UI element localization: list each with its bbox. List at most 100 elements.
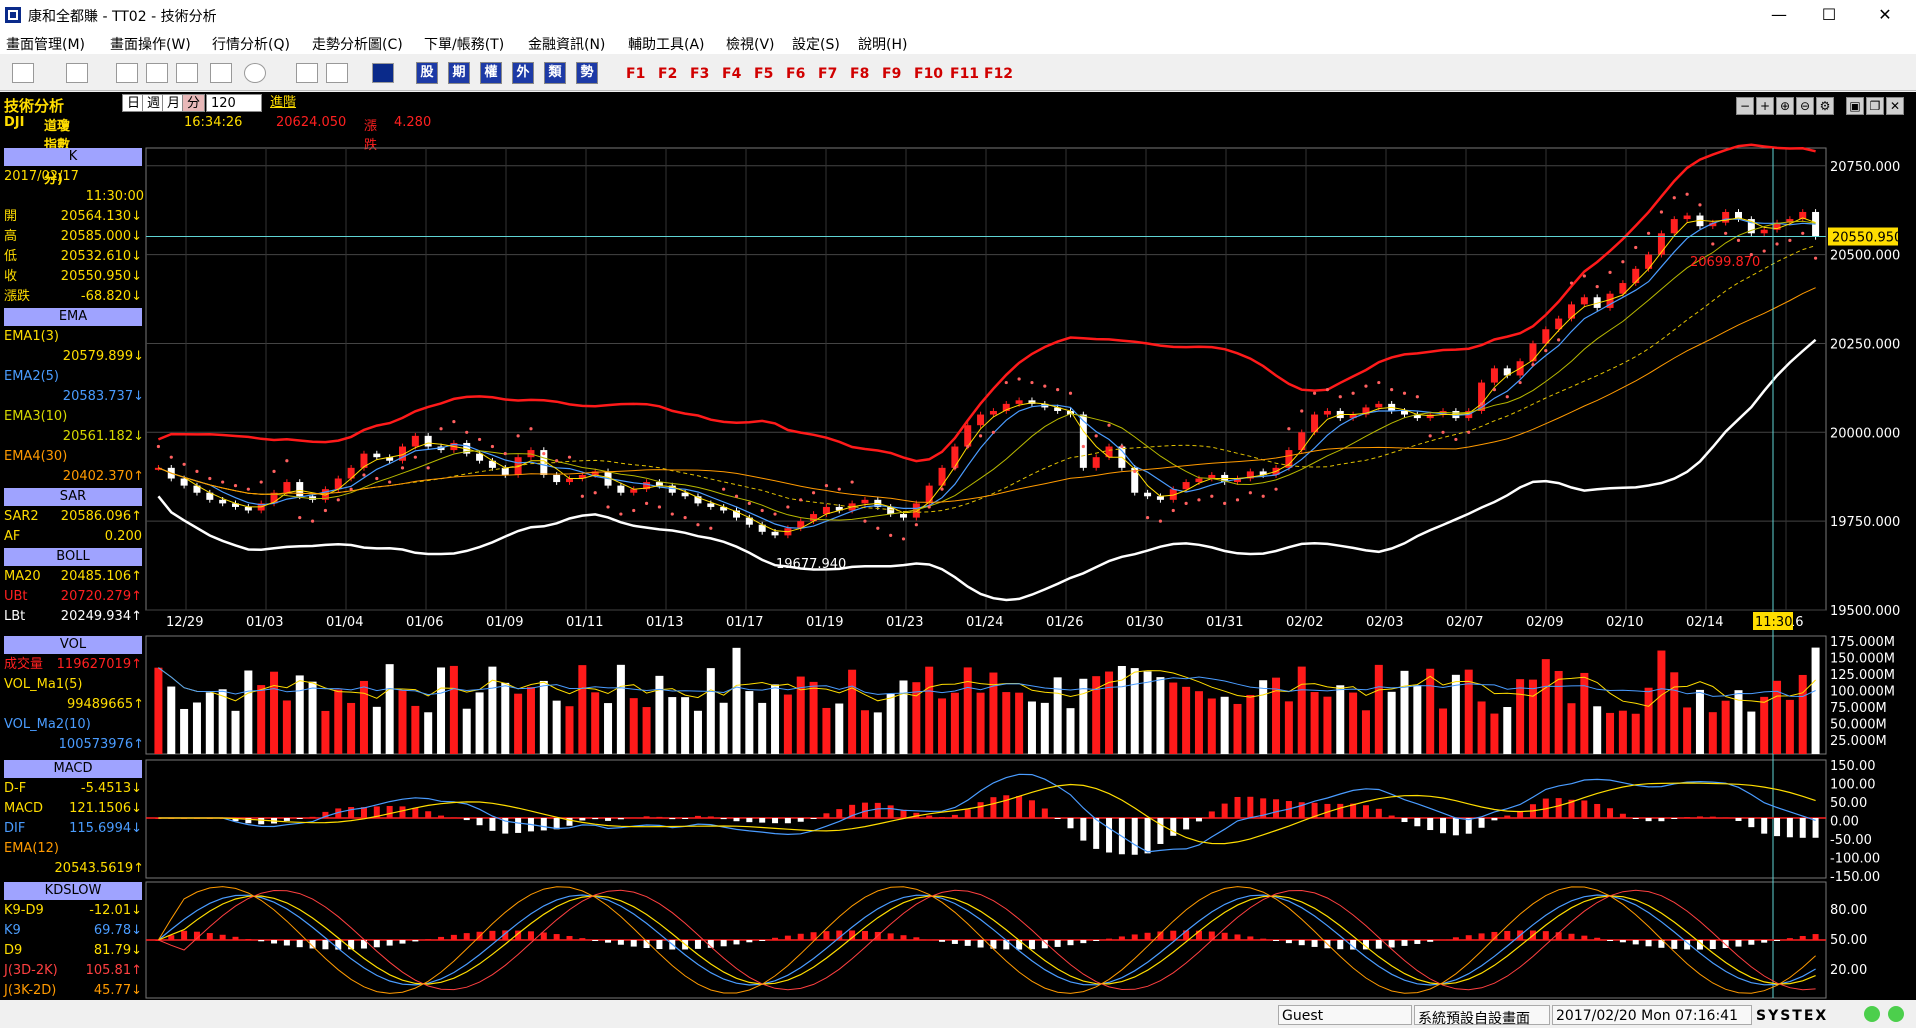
split-vertical-icon[interactable]: [210, 63, 232, 83]
macd-histogram-bar: [720, 818, 727, 820]
lbt-label: LBt: [4, 609, 26, 624]
save-chart-icon[interactable]: ▣: [1846, 97, 1864, 115]
candle-body: [1208, 474, 1216, 479]
technical-chart[interactable]: 20750.000 20500.000 20250.000 20000.000 1975…: [0, 92, 1916, 1000]
close-button[interactable]: ✕: [1878, 5, 1892, 24]
macd-histogram-bar: [1067, 818, 1074, 829]
logo-icon[interactable]: [372, 63, 394, 83]
date-label: 01/09: [486, 615, 523, 630]
stock-button[interactable]: 股: [416, 62, 438, 84]
menu-screen-operate[interactable]: 畫面操作(W): [110, 37, 191, 53]
sar-dot: [156, 444, 161, 449]
period-week[interactable]: 週: [142, 94, 166, 112]
f10-button[interactable]: F10: [914, 66, 944, 82]
menu-market-analysis[interactable]: 行情分析(Q): [212, 37, 290, 53]
futures-button[interactable]: 期: [448, 62, 470, 84]
f8-button[interactable]: F8: [850, 66, 870, 82]
candle-body: [912, 503, 920, 518]
count-select[interactable]: 120: [206, 94, 262, 112]
menu-trend-chart[interactable]: 走勢分析圖(C): [312, 37, 403, 53]
save-icon[interactable]: [66, 63, 88, 83]
sar-dot: [452, 420, 456, 424]
f5-button[interactable]: F5: [754, 66, 774, 82]
candle-body: [1606, 293, 1614, 308]
date-label: 01/19: [806, 615, 843, 630]
menu-screen-manage[interactable]: 畫面管理(M): [6, 37, 86, 53]
price-tag: 20550.950: [1832, 231, 1902, 246]
menu-settings[interactable]: 設定(S): [792, 37, 840, 53]
sar-dot: [1441, 430, 1445, 434]
volume-bar: [1618, 710, 1627, 754]
chart-title: 技術分析: [4, 97, 65, 115]
search-icon[interactable]: [116, 63, 138, 83]
date-label: 02/14: [1686, 615, 1723, 630]
menu-order-account[interactable]: 下單/帳務(T): [424, 37, 505, 53]
kd-histogram-bar: [1709, 940, 1716, 950]
sar-dot: [1775, 242, 1779, 246]
f3-button[interactable]: F3: [690, 66, 710, 82]
macd-histogram-bar: [1093, 818, 1100, 849]
layout-icon[interactable]: [12, 63, 34, 83]
f6-button[interactable]: F6: [786, 66, 806, 82]
sar-dot: [1646, 231, 1651, 235]
sar-dot: [1685, 192, 1689, 196]
volume-bar: [424, 712, 433, 754]
f11-button[interactable]: F11: [950, 66, 980, 82]
kd-histogram-bar: [1260, 938, 1267, 940]
f7-button[interactable]: F7: [818, 66, 838, 82]
boll-panel-title: BOLL: [4, 548, 142, 566]
ema3-value: 20561.182↓: [62, 429, 144, 444]
minimize-button[interactable]: —: [1771, 5, 1787, 24]
kd-histogram-bar: [1298, 940, 1305, 946]
restore-icon[interactable]: ❐: [1866, 97, 1884, 115]
volume-bars: [154, 647, 1820, 754]
volume-bar: [1323, 696, 1332, 754]
kd-histogram-bar: [1684, 940, 1691, 950]
advanced-link[interactable]: 進階: [270, 95, 297, 110]
monitor-icon[interactable]: [326, 63, 348, 83]
volume-bar: [1207, 698, 1216, 754]
time-tag: 11:30: [1755, 615, 1792, 630]
options-button[interactable]: 權: [480, 62, 502, 84]
trend-button[interactable]: 勢: [576, 62, 598, 84]
volume-bar: [1451, 674, 1460, 754]
f1-button[interactable]: F1: [626, 66, 646, 82]
plus-icon[interactable]: +: [1756, 97, 1774, 115]
menu-tools[interactable]: 輔助工具(A): [628, 37, 705, 53]
menu-finance-info[interactable]: 金融資訊(N): [528, 37, 606, 53]
volume-bar: [270, 671, 279, 754]
close-chart-icon[interactable]: ✕: [1886, 97, 1904, 115]
macd-histogram-bar: [939, 817, 946, 819]
split-horizontal-icon[interactable]: [176, 63, 198, 83]
minus-icon[interactable]: −: [1736, 97, 1754, 115]
date-label: 01/26: [1046, 615, 1083, 630]
macd-histogram-bar: [1517, 810, 1524, 818]
volume-bar: [1105, 671, 1114, 754]
macd-histogram-bar: [784, 818, 791, 824]
macd-histogram-bar: [836, 809, 843, 818]
f9-button[interactable]: F9: [882, 66, 902, 82]
close-window-icon[interactable]: [146, 63, 168, 83]
menu-help[interactable]: 說明(H): [858, 37, 908, 53]
kd-histogram-bar: [450, 934, 457, 940]
volume-bar: [501, 682, 510, 754]
period-minute[interactable]: 分: [182, 94, 206, 112]
sar-dot: [876, 526, 880, 530]
f2-button[interactable]: F2: [658, 66, 678, 82]
candle-body: [206, 492, 214, 500]
category-button[interactable]: 類: [544, 62, 566, 84]
foreign-button[interactable]: 外: [512, 62, 534, 84]
chart-icon[interactable]: [296, 63, 318, 83]
sar-dot: [1223, 501, 1227, 505]
period-day[interactable]: 日: [122, 94, 146, 112]
maximize-button[interactable]: ☐: [1821, 5, 1837, 24]
f12-button[interactable]: F12: [984, 66, 1014, 82]
zoom-out-icon[interactable]: ⊖: [1796, 97, 1814, 115]
settings-icon[interactable]: ⚙: [1816, 97, 1834, 115]
menu-view[interactable]: 檢視(V): [726, 37, 775, 53]
period-month[interactable]: 月: [162, 94, 186, 112]
f4-button[interactable]: F4: [722, 66, 742, 82]
kd-histogram-bar: [939, 940, 946, 942]
globe-icon[interactable]: [244, 63, 266, 83]
zoom-in-icon[interactable]: ⊕: [1776, 97, 1794, 115]
